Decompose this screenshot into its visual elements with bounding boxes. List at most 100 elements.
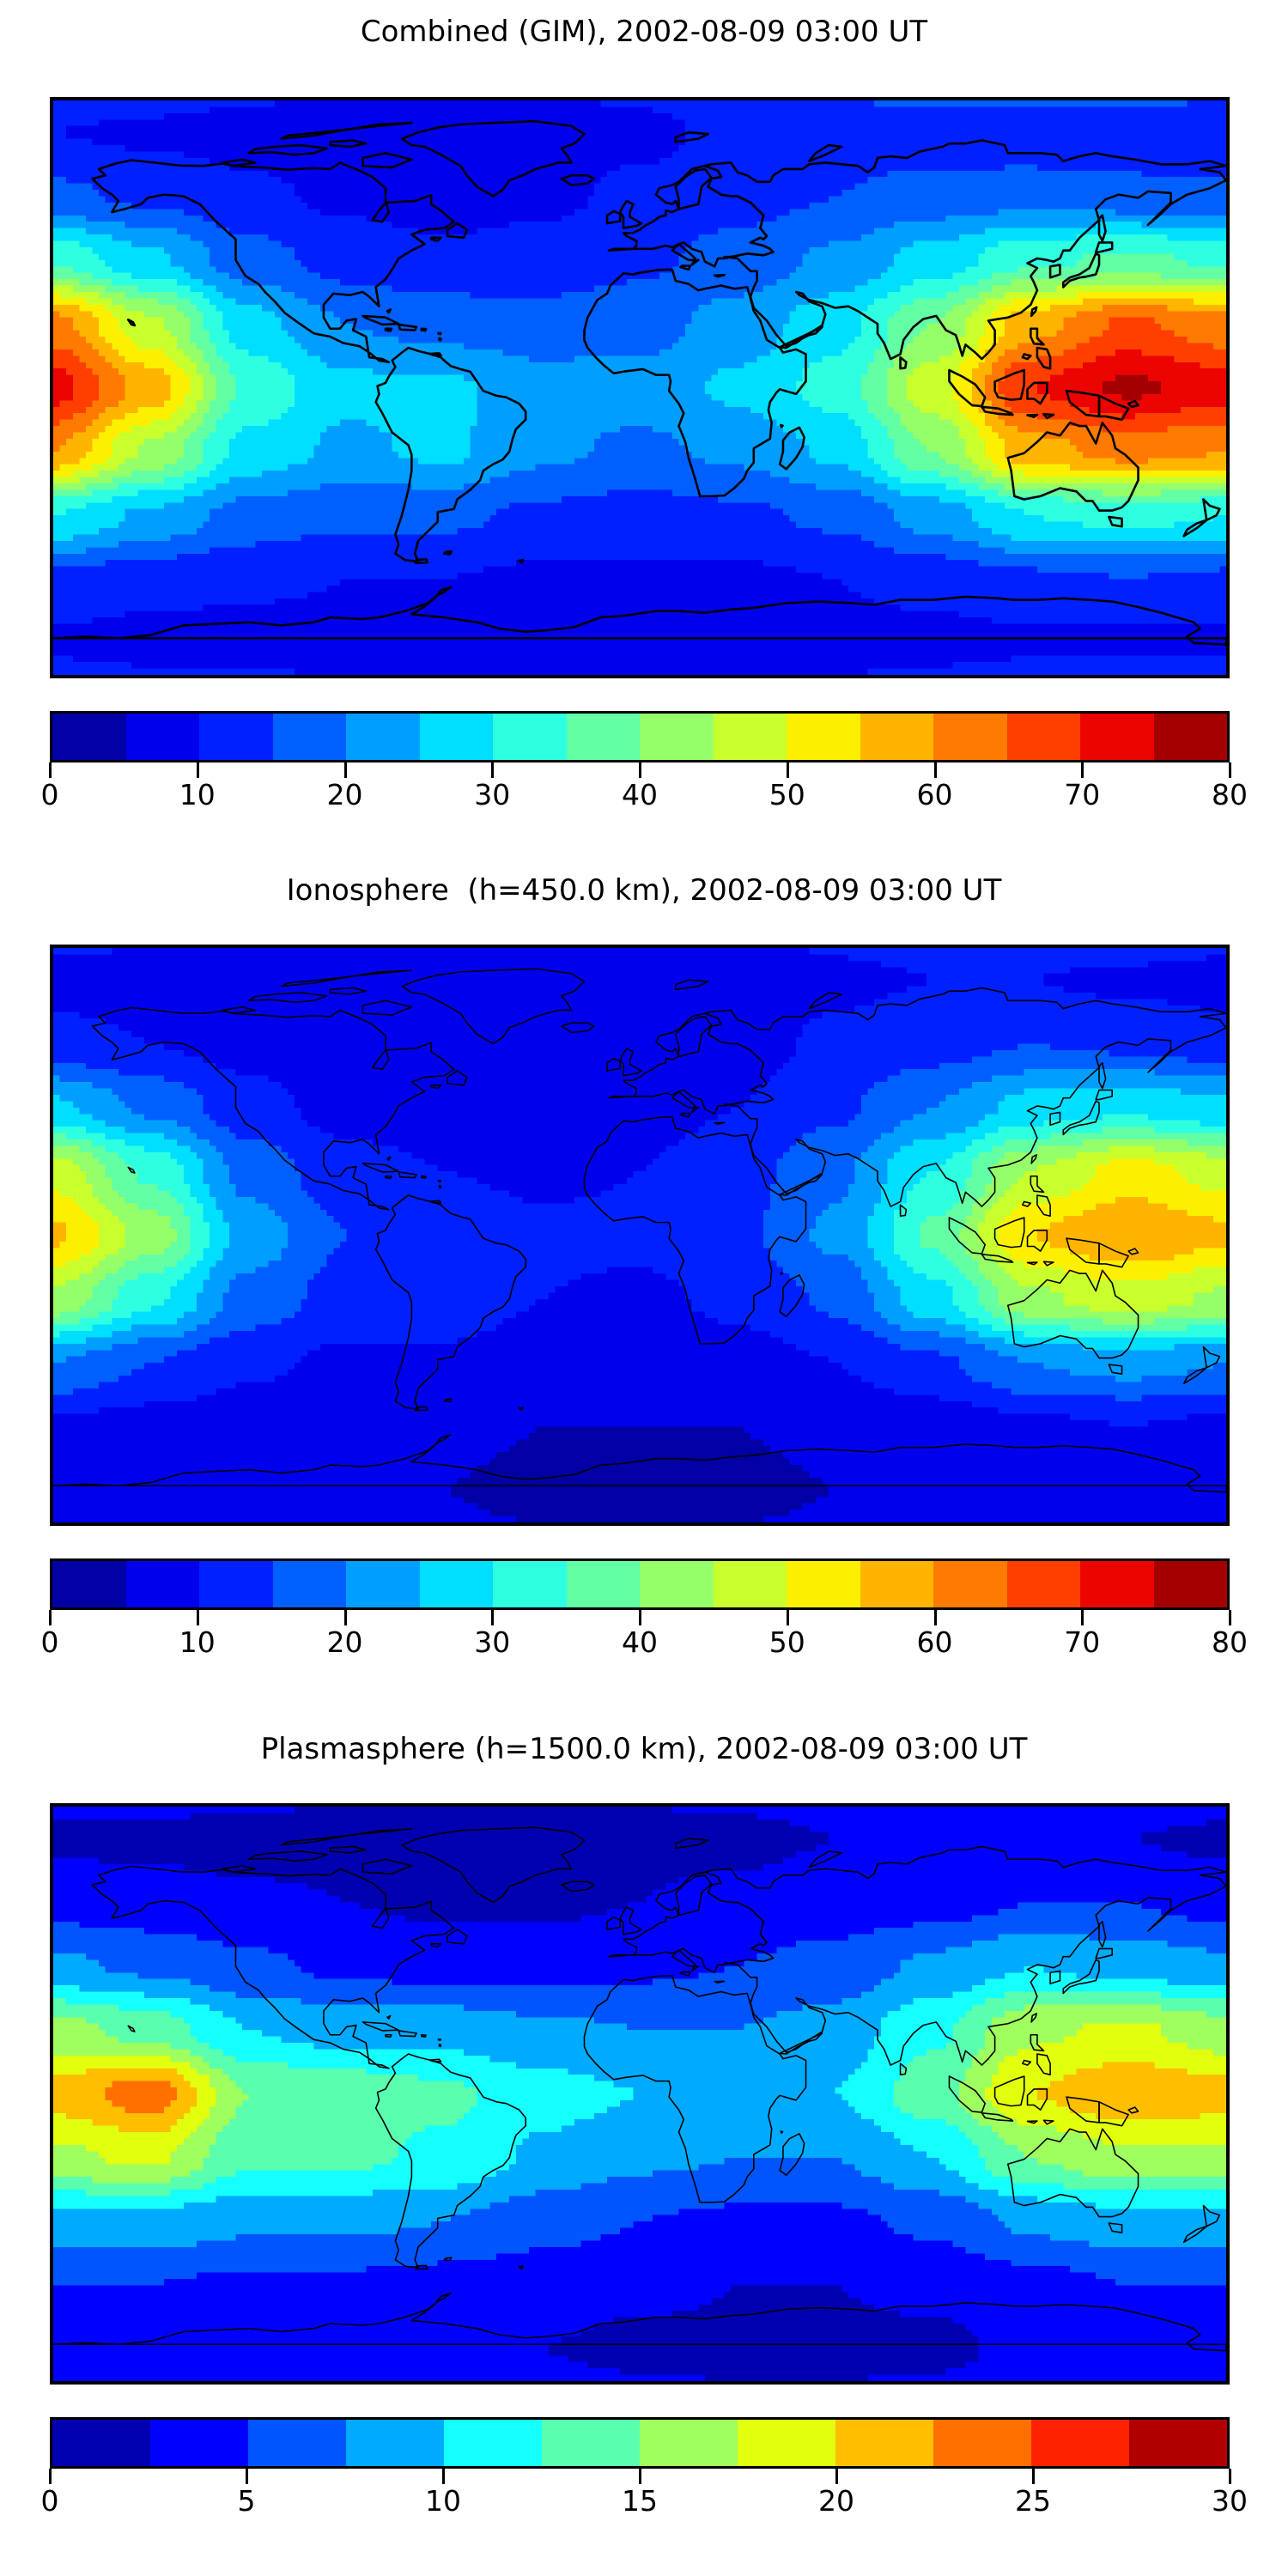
colorbar-tick xyxy=(933,1610,937,1625)
coastline-path xyxy=(431,1085,440,1089)
coastline-path xyxy=(1128,2107,1138,2113)
coastline-path xyxy=(1023,354,1030,359)
coastline-path xyxy=(1203,500,1219,520)
colorbar-band-15 xyxy=(1153,714,1227,760)
coastline-path xyxy=(447,223,467,238)
colorbar-tick xyxy=(1081,1610,1084,1625)
coastline-path xyxy=(995,370,1024,400)
coastline-path xyxy=(1050,1112,1060,1125)
colorbar-band-8 xyxy=(640,1561,714,1607)
coastline-path xyxy=(519,2266,524,2269)
coastlines xyxy=(53,969,1226,1492)
coastline-path xyxy=(1099,2102,1128,2126)
colorbar-band-6 xyxy=(493,1561,567,1607)
colorbar-tick xyxy=(639,1610,641,1625)
coastline-path xyxy=(1109,2223,1121,2233)
coastline-path xyxy=(249,993,327,1002)
coastline-path xyxy=(386,2035,392,2038)
colorbar-tick-labels: 0 10 20 30 40 50 60 70 80 xyxy=(41,1625,1249,1665)
colorbar-tick-label: 70 xyxy=(1064,778,1101,811)
coastline-path xyxy=(249,1851,327,1861)
coastline-path xyxy=(376,348,526,562)
coastline-path xyxy=(249,145,327,155)
coastline-path xyxy=(1044,414,1054,417)
colorbar-band-8 xyxy=(835,2420,933,2466)
coastline-path xyxy=(1184,520,1207,537)
coastline-path xyxy=(780,2033,822,2054)
map-combined-gim xyxy=(50,97,1230,678)
colorbar-band-11 xyxy=(860,1561,933,1607)
coastline-path xyxy=(444,2257,451,2260)
coastline-path xyxy=(1096,1090,1112,1099)
coastline-path xyxy=(981,407,1012,415)
colorbar-tick xyxy=(49,762,52,778)
coastline-path xyxy=(444,551,451,554)
coastline-path xyxy=(672,1091,698,1112)
coastline-path xyxy=(1028,1230,1048,1251)
coastline-path xyxy=(447,1071,467,1085)
colorbar-band-15 xyxy=(1153,1561,1227,1607)
coastline-path xyxy=(222,160,255,166)
colorbar-tick xyxy=(639,762,641,778)
coastline-path xyxy=(439,333,441,334)
map-plasmasphere xyxy=(50,1803,1230,2385)
coastline-path xyxy=(1099,1922,1106,1947)
colorbar-tick xyxy=(49,1610,52,1625)
colorbar-tick-label: 5 xyxy=(237,2484,256,2518)
coastline-path xyxy=(995,1218,1024,1248)
coastline-path xyxy=(672,244,698,264)
colorbar-band-7 xyxy=(738,2420,835,2466)
coastline-path xyxy=(422,1176,426,1178)
colorbar-band-11 xyxy=(1129,2420,1227,2466)
colorbar-band-5 xyxy=(419,1561,493,1607)
coastline-path xyxy=(387,1157,391,1160)
colorbar-tick-label: 25 xyxy=(1015,2484,1051,2518)
colorbar-tick-label: 40 xyxy=(622,778,658,811)
coastline-path xyxy=(416,559,428,562)
coastline-path xyxy=(981,1255,1012,1262)
colorbar-band-0 xyxy=(52,714,126,760)
coastline-path xyxy=(676,980,708,989)
coastline-path xyxy=(398,1172,416,1178)
coastline-path xyxy=(680,1972,690,1976)
coastline-path xyxy=(781,425,782,427)
map-frame xyxy=(50,945,1230,1526)
colorbar-tick-label: 10 xyxy=(179,778,216,811)
coastline-path xyxy=(447,1929,467,1944)
coastline-path xyxy=(1031,307,1036,316)
coastline-path xyxy=(1203,2206,1219,2227)
colorbar-tick xyxy=(933,762,937,778)
colorbar-band-2 xyxy=(248,2420,346,2466)
coastline-path xyxy=(1050,1971,1060,1984)
colorbar-band-9 xyxy=(713,714,787,760)
colorbar-tick xyxy=(49,2469,52,2484)
coastline-path xyxy=(562,1023,594,1032)
colorbar-band-4 xyxy=(444,2420,542,2466)
coastline-path xyxy=(282,970,412,987)
coastline-path xyxy=(705,1846,1226,2065)
coastline-path xyxy=(422,2035,426,2037)
colorbar-band-9 xyxy=(933,2420,1031,2466)
colorbar-tick-labels: 0 10 20 30 40 50 60 70 80 xyxy=(41,778,1249,817)
coastline-path xyxy=(620,201,641,228)
map-frame xyxy=(50,1803,1230,2385)
coastline-path xyxy=(1028,2089,1048,2110)
panel-title-plasmasphere: Plasmasphere (h=1500.0 km), 2002-08-09 0… xyxy=(260,1732,1028,1766)
colorbar-tick-label: 50 xyxy=(769,1625,805,1659)
colorbar-band-1 xyxy=(125,714,199,760)
colorbar-tick-label: 10 xyxy=(179,1625,216,1659)
coastline-path xyxy=(376,1195,526,1409)
colorbar-band-10 xyxy=(787,714,860,760)
coastline-path xyxy=(398,325,416,331)
colorbar-band-3 xyxy=(346,2420,444,2466)
coastline-path xyxy=(1050,264,1060,277)
colorbar-tick xyxy=(196,762,199,778)
coastline-path xyxy=(705,140,1226,359)
coastline-path xyxy=(1008,422,1139,510)
coastline-path xyxy=(809,1851,841,1868)
colorbar-tick xyxy=(786,1610,789,1625)
coastline-path xyxy=(1028,383,1048,404)
coastline-path xyxy=(1128,401,1138,407)
coastline-path xyxy=(362,153,411,167)
